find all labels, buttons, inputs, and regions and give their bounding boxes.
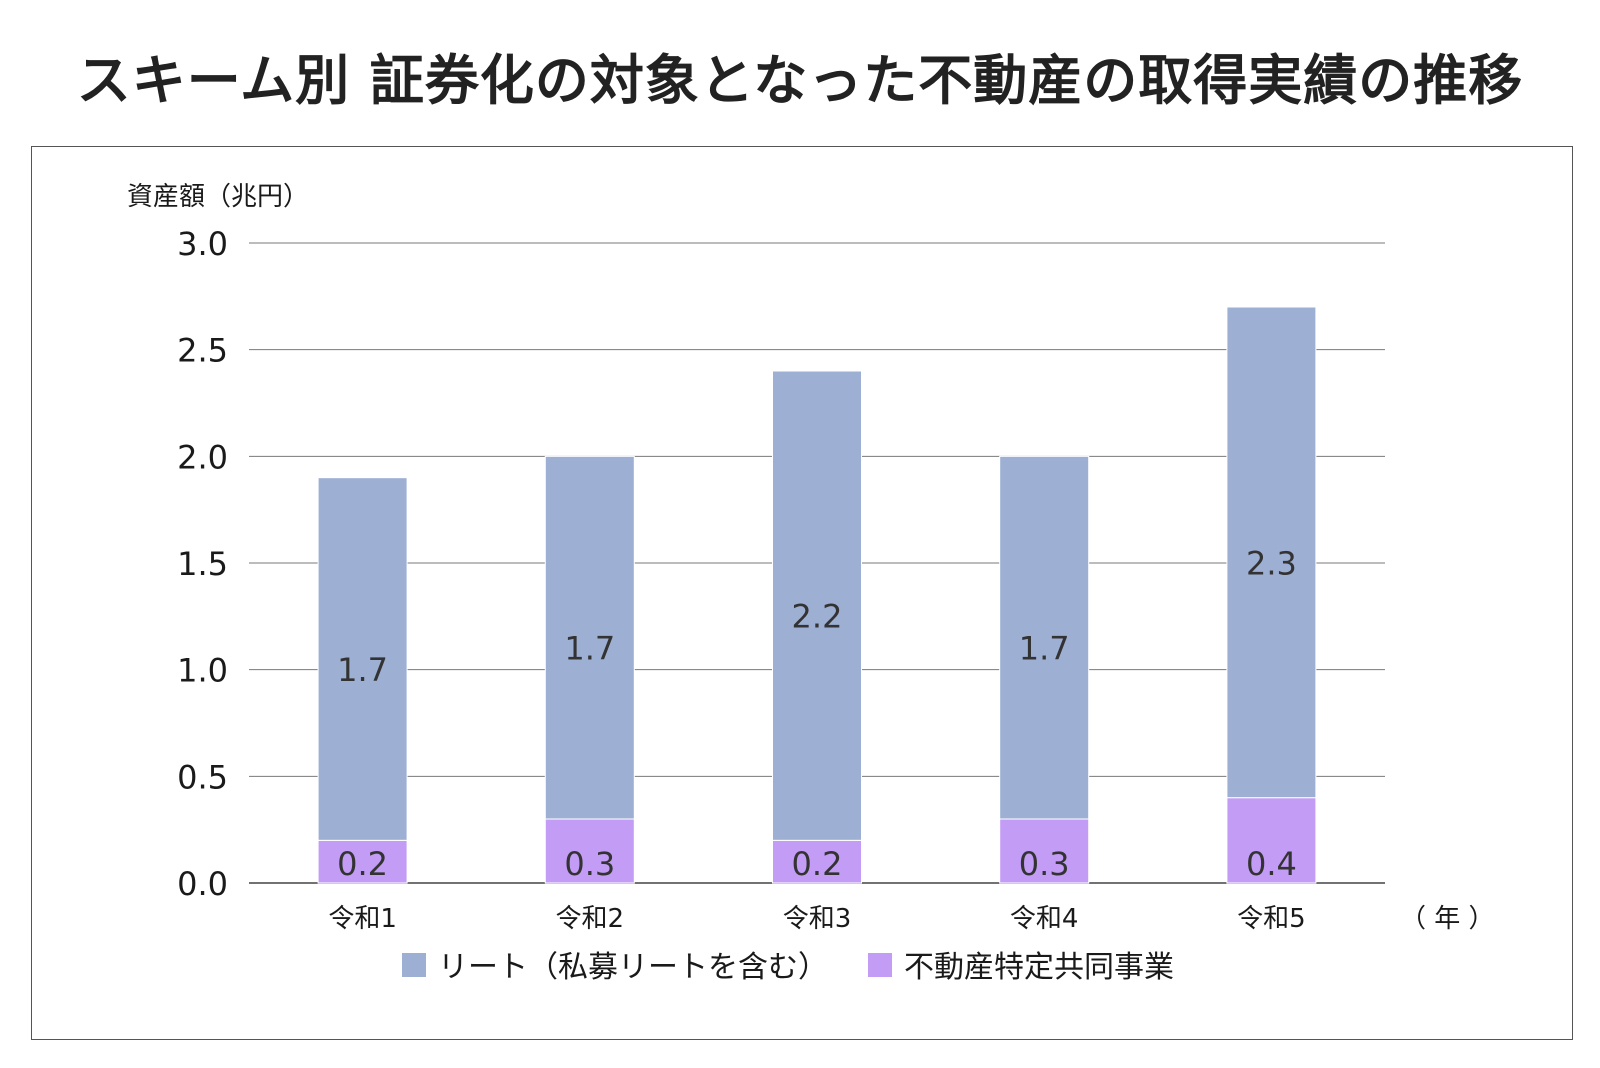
bar-segment-reit: [1226, 306, 1317, 799]
y-axis-label: 資産額（兆円）: [127, 182, 309, 212]
x-tick-label: 令和3: [783, 904, 852, 934]
x-tick-label: 令和4: [1010, 904, 1079, 934]
x-axis-unit-label: （ 年 ）: [1400, 904, 1495, 934]
y-tick-label: 2.0: [177, 438, 228, 476]
data-label: 1.7: [564, 630, 615, 668]
data-label: 0.3: [1019, 845, 1070, 883]
data-label: 0.4: [1246, 845, 1297, 883]
x-tick-label: 令和1: [328, 904, 397, 934]
data-label: 1.7: [1019, 630, 1070, 668]
bar-segment-fudousan: [1226, 797, 1317, 884]
bar-segment-reit: [317, 477, 408, 841]
data-label: 1.7: [337, 651, 388, 689]
y-tick-label: 1.0: [177, 652, 228, 690]
y-tick-label: 0.5: [177, 758, 228, 796]
bar-segment-reit: [544, 455, 635, 820]
legend-label: 不動産特定共同事業: [904, 950, 1174, 985]
stacked-bar-chart: 資産額（兆円） 0.0 0.5 1.0 1.5 2.0 2.5 3.0 0.2 1.7 令和1 0.3…: [127, 182, 1495, 985]
y-tick-label: 0.0: [177, 865, 228, 903]
x-tick-label: 令和5: [1237, 904, 1306, 934]
legend-swatch: [868, 953, 892, 977]
bar-segment-fudousan: [317, 839, 408, 884]
y-tick-label: 3.0: [177, 225, 228, 263]
legend-swatch: [402, 953, 426, 977]
data-label: 0.2: [337, 845, 388, 883]
bar-segment-reit: [772, 370, 862, 841]
chart-frame: 資産額（兆円） 0.0 0.5 1.0 1.5 2.0 2.5 3.0 0.2 1.7 令和1 0.3…: [31, 146, 1573, 1040]
x-tick-label: 令和2: [556, 904, 625, 934]
data-label: 0.3: [564, 845, 615, 883]
legend-label: リート（私募リートを含む）: [438, 950, 828, 985]
y-tick-label: 1.5: [177, 545, 228, 583]
bar-segment-reit: [999, 455, 1090, 820]
chart-title: スキーム別 証券化の対象となった不動産の取得実績の推移: [76, 49, 1524, 112]
data-label: 2.2: [792, 598, 843, 636]
data-label: 2.3: [1246, 544, 1297, 582]
bar-segment-fudousan: [772, 839, 862, 884]
data-label: 0.2: [792, 845, 843, 883]
bar-segment-fudousan: [544, 818, 635, 884]
bar-segment-fudousan: [999, 818, 1090, 884]
y-tick-label: 2.5: [177, 332, 228, 370]
